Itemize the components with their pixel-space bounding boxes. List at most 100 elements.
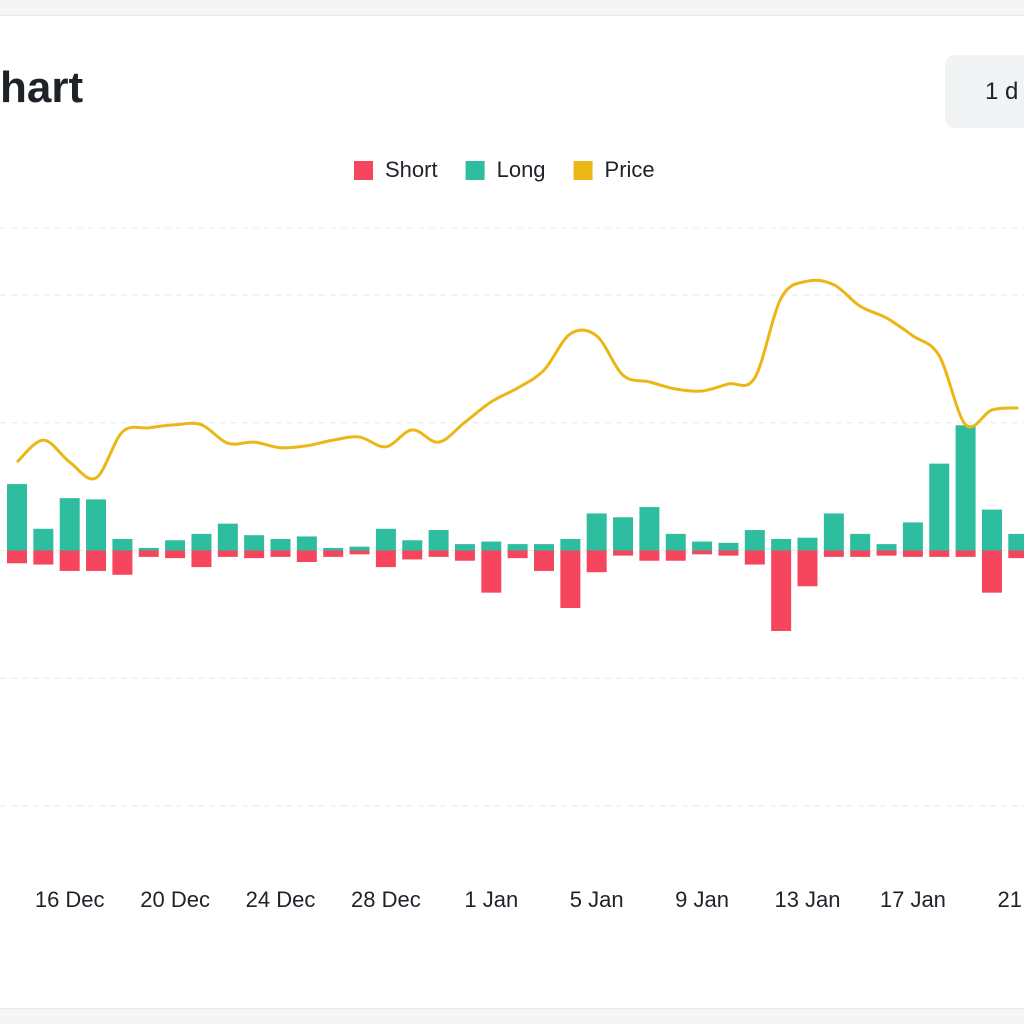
bar	[375, 550, 396, 568]
bar	[349, 550, 370, 555]
x-tick-label: 21 J	[998, 887, 1024, 912]
x-tick-label: 9 Jan	[675, 887, 729, 912]
bar	[1008, 550, 1024, 559]
bar	[481, 550, 502, 593]
bar	[955, 425, 976, 551]
bar	[7, 484, 27, 551]
bar	[112, 539, 133, 551]
bar	[665, 550, 686, 561]
x-tick-label: 13 Jan	[774, 887, 840, 912]
bar	[86, 550, 107, 571]
x-tick-label: 20 Dec	[140, 887, 210, 912]
bar	[375, 528, 396, 551]
bar	[349, 546, 370, 551]
bar	[665, 533, 686, 551]
card	[0, 15, 1024, 1009]
bar	[744, 530, 765, 551]
bar	[560, 539, 581, 551]
bar	[981, 550, 1002, 593]
bar	[454, 544, 475, 551]
bar	[771, 539, 792, 551]
bar	[850, 550, 871, 557]
legend-label: Short	[385, 157, 438, 182]
x-tick-label: 5 Jan	[570, 887, 624, 912]
price-line	[15, 278, 1019, 481]
bar	[876, 550, 897, 556]
x-tick-label: 24 Dec	[246, 887, 316, 912]
bar	[718, 550, 739, 556]
bar	[270, 550, 291, 557]
bar	[771, 550, 792, 631]
bar	[33, 528, 54, 551]
bar	[955, 550, 976, 557]
bar	[586, 550, 607, 573]
bar	[560, 550, 581, 608]
bar	[402, 540, 423, 551]
bar	[902, 522, 923, 551]
x-tick-label: 17 Jan	[880, 887, 946, 912]
bar	[1008, 533, 1024, 551]
bar	[191, 550, 212, 568]
bar	[112, 550, 133, 575]
x-tick-label: 16 Dec	[35, 887, 105, 912]
bar	[270, 539, 291, 551]
bar	[850, 533, 871, 551]
bar	[454, 550, 475, 561]
bar	[797, 537, 818, 551]
bar	[138, 550, 159, 557]
bar	[7, 550, 27, 564]
bar	[217, 523, 238, 551]
bar	[507, 544, 528, 551]
bar	[902, 550, 923, 557]
bar	[929, 463, 950, 551]
bar	[692, 550, 713, 555]
bar	[613, 550, 634, 556]
bar	[534, 544, 554, 551]
bar	[138, 547, 159, 551]
legend-swatch	[573, 161, 593, 180]
bar	[692, 541, 713, 551]
bar	[797, 550, 818, 587]
bar	[718, 542, 739, 551]
bar	[33, 550, 54, 565]
bar	[613, 517, 634, 551]
legend-label: Price	[605, 157, 655, 182]
legend-label: Long	[497, 157, 546, 182]
bar	[876, 544, 897, 551]
bar	[165, 540, 186, 551]
page-title: hart	[0, 63, 84, 112]
legend-swatch	[354, 161, 373, 180]
bar	[929, 550, 950, 557]
bar	[296, 536, 317, 551]
bar	[639, 550, 660, 561]
bar	[323, 550, 344, 557]
bar	[86, 499, 107, 551]
bar	[217, 550, 238, 557]
bar	[744, 550, 765, 565]
bar	[59, 498, 80, 551]
bar	[323, 547, 344, 551]
bar	[428, 530, 449, 551]
bar	[586, 513, 607, 551]
bar	[823, 550, 844, 557]
bar	[59, 550, 80, 571]
x-tick-label: 1 Jan	[464, 887, 518, 912]
bar	[244, 550, 265, 559]
bar	[191, 533, 212, 551]
x-tick-label: 28 Dec	[351, 887, 421, 912]
bar	[534, 550, 554, 571]
bar	[296, 550, 317, 562]
bar	[244, 535, 265, 551]
bar	[639, 507, 660, 551]
bar	[507, 550, 528, 559]
bar	[823, 513, 844, 551]
bar	[165, 550, 186, 559]
legend-swatch	[465, 161, 485, 180]
bar	[402, 550, 423, 560]
bar	[981, 509, 1002, 551]
interval-button[interactable]: 1 d	[945, 55, 1024, 128]
bar	[428, 550, 449, 557]
bar	[481, 541, 502, 551]
